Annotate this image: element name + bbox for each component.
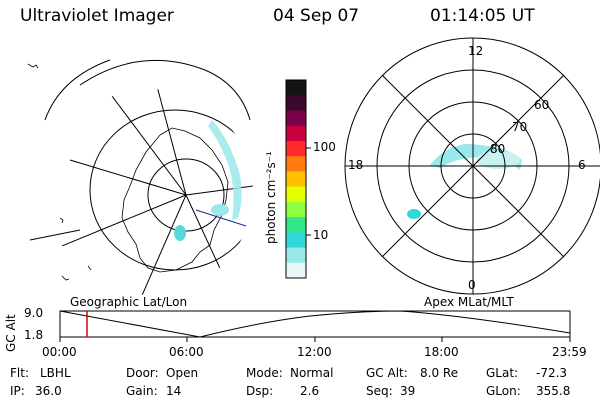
coast-fragment <box>61 275 70 281</box>
gain-label: Gain: <box>126 384 158 398</box>
door-value: Open <box>166 366 199 380</box>
color-scale-bar <box>286 80 306 279</box>
dsp-label: Dsp: <box>246 384 274 398</box>
colorbar-segment <box>286 140 306 157</box>
altitude-xtick-1200: 12:00 <box>297 345 332 359</box>
mlt-label-18: 18 <box>348 158 364 172</box>
polar-mlat-mlt-panel <box>344 37 600 295</box>
altitude-plot-frame <box>59 310 571 338</box>
mode-label: Mode: <box>246 366 283 380</box>
colorbar-segment <box>286 186 306 203</box>
mlt-label-6: 6 <box>578 158 586 172</box>
mlat-label-70: 70 <box>512 120 528 134</box>
altitude-plot <box>59 310 571 342</box>
colorbar-segment <box>286 201 306 218</box>
aurora-oval-emission <box>476 151 520 169</box>
altitude-xtick-0600: 06:00 <box>169 345 204 359</box>
meridian-line <box>99 89 187 196</box>
mlt-label-0: 0 <box>468 278 476 292</box>
meridian-line <box>185 184 253 196</box>
color-scale-frame <box>285 79 307 279</box>
geographic-panel-label: Geographic Lat/Lon <box>70 295 188 309</box>
gc-alt-value: 8.0 Re <box>420 366 459 380</box>
glat-label: GLat: <box>486 366 519 380</box>
aurora-spot <box>174 225 186 241</box>
door-label: Door: <box>126 366 159 380</box>
coast-fragment <box>87 265 92 271</box>
polar-panel-label: Apex MLat/MLT <box>424 295 514 309</box>
mlt-label-12: 12 <box>468 44 484 58</box>
terminator-line <box>195 209 247 227</box>
meridian-line <box>69 159 187 196</box>
seq-value: 39 <box>400 384 416 398</box>
observation-date: 04 Sep 07 <box>273 6 360 26</box>
meridian-line <box>149 89 187 196</box>
altitude-xtick-2359: 23:59 <box>552 345 587 359</box>
meridian-line <box>139 194 187 295</box>
altitude-xtick-1800: 18:00 <box>424 345 459 359</box>
colorbar-segment <box>286 217 306 233</box>
ip-label: IP: <box>10 384 25 398</box>
flt-value: LBHL <box>40 366 71 380</box>
altitude-ymax: 9.0 <box>24 306 44 320</box>
glon-value: 355.8 <box>536 384 571 398</box>
seq-label: Seq: <box>366 384 393 398</box>
colorbar-segment <box>286 95 306 111</box>
gc-alt-label: GC Alt: <box>366 366 408 380</box>
mlat-label-60: 60 <box>534 98 550 112</box>
colorbar-tick-label-10: 10 <box>313 228 329 242</box>
colorbar-segment <box>286 110 306 127</box>
glat-value: -72.3 <box>536 366 568 380</box>
latitude-arc <box>44 59 111 121</box>
altitude-curve <box>59 310 571 338</box>
coast-fragment <box>59 217 64 224</box>
glon-label: GLon: <box>486 384 521 398</box>
continent-outline <box>121 127 229 273</box>
app-title: Ultraviolet Imager <box>20 6 174 26</box>
colorbar-unit-label: photon cm⁻²s⁻¹ <box>264 151 278 244</box>
aurora-spot <box>456 144 476 156</box>
colorbar-segment <box>286 80 306 96</box>
ip-value: 36.0 <box>35 384 62 398</box>
observation-time: 01:14:05 UT <box>430 6 535 26</box>
colorbar-segment <box>286 262 306 279</box>
latitude-arc <box>79 59 251 121</box>
polar-diagonal <box>381 74 565 258</box>
colorbar-segment <box>286 247 306 264</box>
mode-value: Normal <box>290 366 334 380</box>
aurora-emission <box>208 120 242 220</box>
aurora-spot <box>407 209 421 219</box>
coast-fragment <box>27 63 39 69</box>
meridian-line <box>47 194 187 256</box>
aurora-spot <box>211 204 229 216</box>
colorbar-segment <box>286 171 306 188</box>
colorbar-segment <box>286 156 306 172</box>
altitude-xtick-0000: 00:00 <box>42 345 77 359</box>
altitude-ylabel: GC Alt <box>4 314 18 352</box>
altitude-ymin: 1.8 <box>24 328 44 342</box>
latitude-circle-inner <box>147 158 225 232</box>
colorbar-segment <box>286 125 306 142</box>
mlat-label-80: 80 <box>490 142 506 156</box>
flt-label: Flt: <box>10 366 29 380</box>
meridian-extension <box>29 229 81 241</box>
aurora-oval-emission <box>430 144 522 170</box>
gain-value: 14 <box>166 384 182 398</box>
colorbar-segment <box>286 232 306 249</box>
dsp-value: 2.6 <box>300 384 320 398</box>
colorbar-tick-label-100: 100 <box>313 140 336 154</box>
